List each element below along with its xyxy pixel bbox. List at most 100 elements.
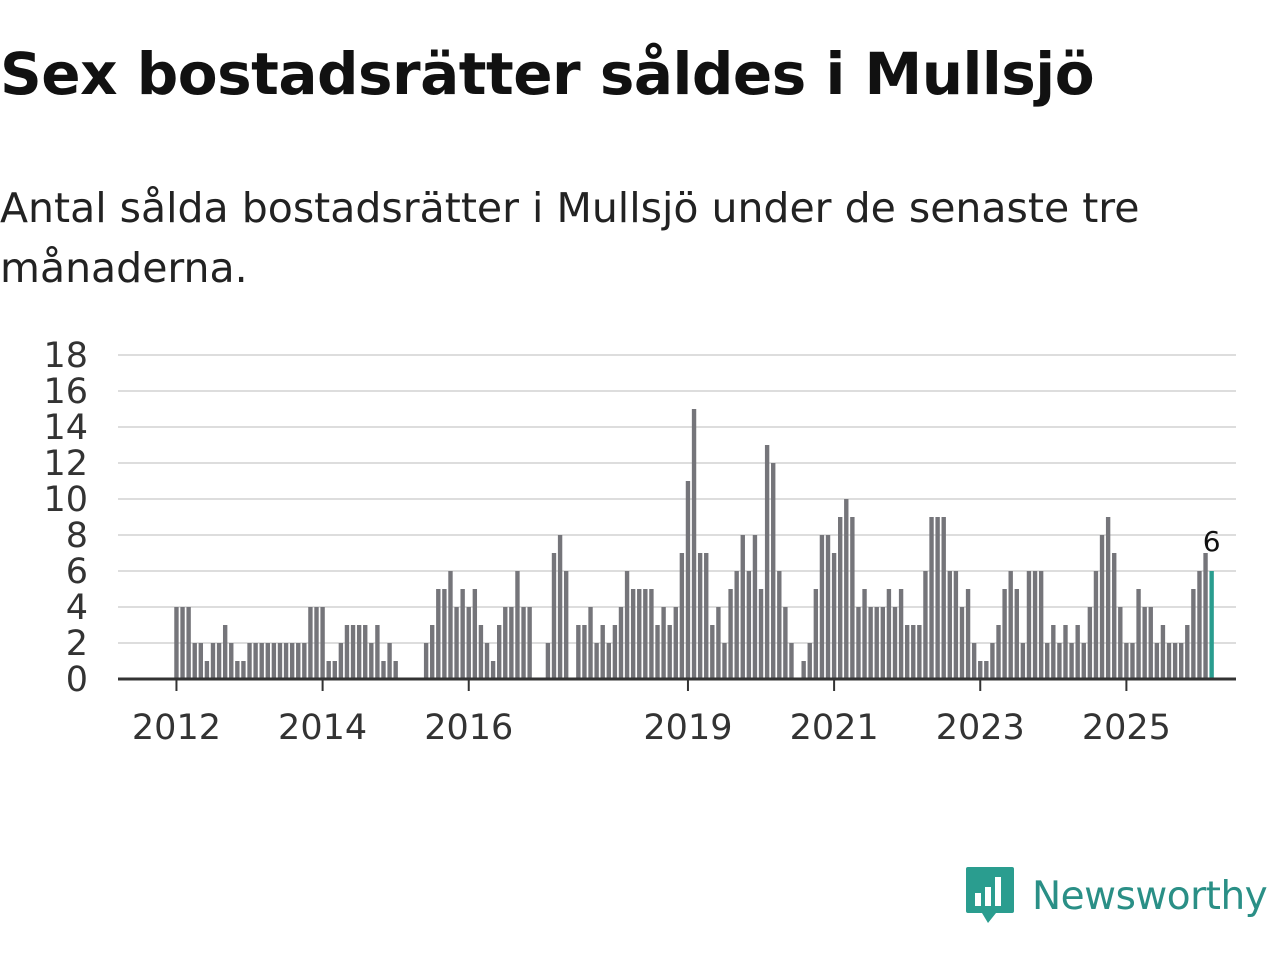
bar (959, 607, 965, 679)
bar-latest (1209, 571, 1214, 679)
x-tick-label: 2012 (132, 708, 221, 748)
bar (1166, 643, 1172, 679)
bar (892, 607, 898, 679)
bar (503, 607, 508, 679)
bar (1203, 553, 1208, 679)
bar (314, 607, 319, 679)
bar (241, 661, 246, 679)
x-tick-label: 2021 (790, 708, 879, 748)
data-labels: 6 (1203, 525, 1221, 558)
bar (350, 625, 356, 679)
bar (728, 589, 733, 679)
bar (935, 517, 940, 679)
bar (643, 589, 648, 679)
bar (344, 625, 350, 679)
bar (710, 625, 715, 679)
bar (825, 535, 831, 679)
bar (551, 553, 557, 679)
bar (192, 643, 197, 679)
bar (1099, 535, 1105, 679)
bar (673, 607, 678, 679)
bar (862, 589, 867, 679)
bar (186, 607, 191, 679)
bar (1093, 571, 1099, 679)
bar (971, 643, 977, 679)
bar (704, 553, 709, 679)
bar (990, 643, 995, 679)
y-tick-label: 6 (66, 552, 88, 592)
bar (1008, 571, 1013, 679)
bar (448, 571, 453, 679)
bar (484, 643, 490, 679)
x-tick-label: 2019 (643, 708, 732, 748)
bar (496, 625, 502, 679)
bar (697, 553, 703, 679)
bar (838, 517, 843, 679)
bar (1026, 571, 1032, 679)
bar (332, 661, 337, 679)
bar (783, 607, 788, 679)
newsworthy-logo[interactable]: Newsworthy (964, 864, 1268, 928)
x-tick-label: 2023 (936, 708, 1025, 748)
bar (917, 625, 922, 679)
bar (661, 607, 666, 679)
bar (460, 589, 465, 679)
chart-subtitle: Antal sålda bostadsrätter i Mullsjö unde… (0, 184, 1140, 292)
bar (1014, 589, 1019, 679)
gridlines (118, 354, 1236, 644)
bar (582, 625, 587, 679)
y-tick-label: 10 (43, 480, 88, 520)
y-tick-label: 16 (43, 372, 88, 412)
bar (1075, 625, 1080, 679)
bar (375, 625, 380, 679)
bar (430, 625, 435, 679)
bar (953, 571, 959, 679)
bar (308, 607, 313, 679)
bar (996, 625, 1001, 679)
bar (600, 625, 605, 679)
bar (886, 589, 892, 679)
bar (1172, 643, 1178, 679)
bar (612, 625, 618, 679)
chart-title: Sex bostadsrätter såldes i Mullsjö (0, 40, 1095, 108)
bar (174, 607, 179, 679)
bar (880, 607, 886, 679)
bar (1160, 625, 1166, 679)
bar (557, 535, 563, 679)
y-tick-label: 4 (66, 588, 88, 628)
newsworthy-logo-text: Newsworthy (1032, 873, 1268, 919)
bar (253, 643, 258, 679)
bar (978, 661, 983, 679)
bar (965, 589, 971, 679)
y-tick-label: 8 (66, 516, 88, 556)
bar (1002, 589, 1007, 679)
bar (679, 553, 685, 679)
bar (831, 553, 837, 679)
bar (734, 571, 739, 679)
bar (649, 589, 654, 679)
bar (637, 589, 642, 679)
bar (618, 607, 624, 679)
bar (283, 643, 289, 679)
bar (716, 607, 721, 679)
bar (277, 643, 283, 679)
bars (174, 409, 1214, 679)
bar (1057, 643, 1062, 679)
bar (576, 625, 581, 679)
bar (259, 643, 264, 679)
bar (229, 643, 234, 679)
bar (1032, 571, 1038, 679)
bar (545, 643, 551, 679)
y-tick-label: 18 (43, 336, 88, 376)
bar (844, 499, 849, 679)
bar (685, 481, 691, 679)
bar (180, 607, 185, 679)
bar (1069, 643, 1074, 679)
bar (929, 517, 934, 679)
bar (758, 589, 764, 679)
bar (436, 589, 441, 679)
bar (1136, 589, 1141, 679)
bar (423, 643, 429, 679)
bar (216, 643, 222, 679)
last-value-label: 6 (1203, 525, 1221, 558)
